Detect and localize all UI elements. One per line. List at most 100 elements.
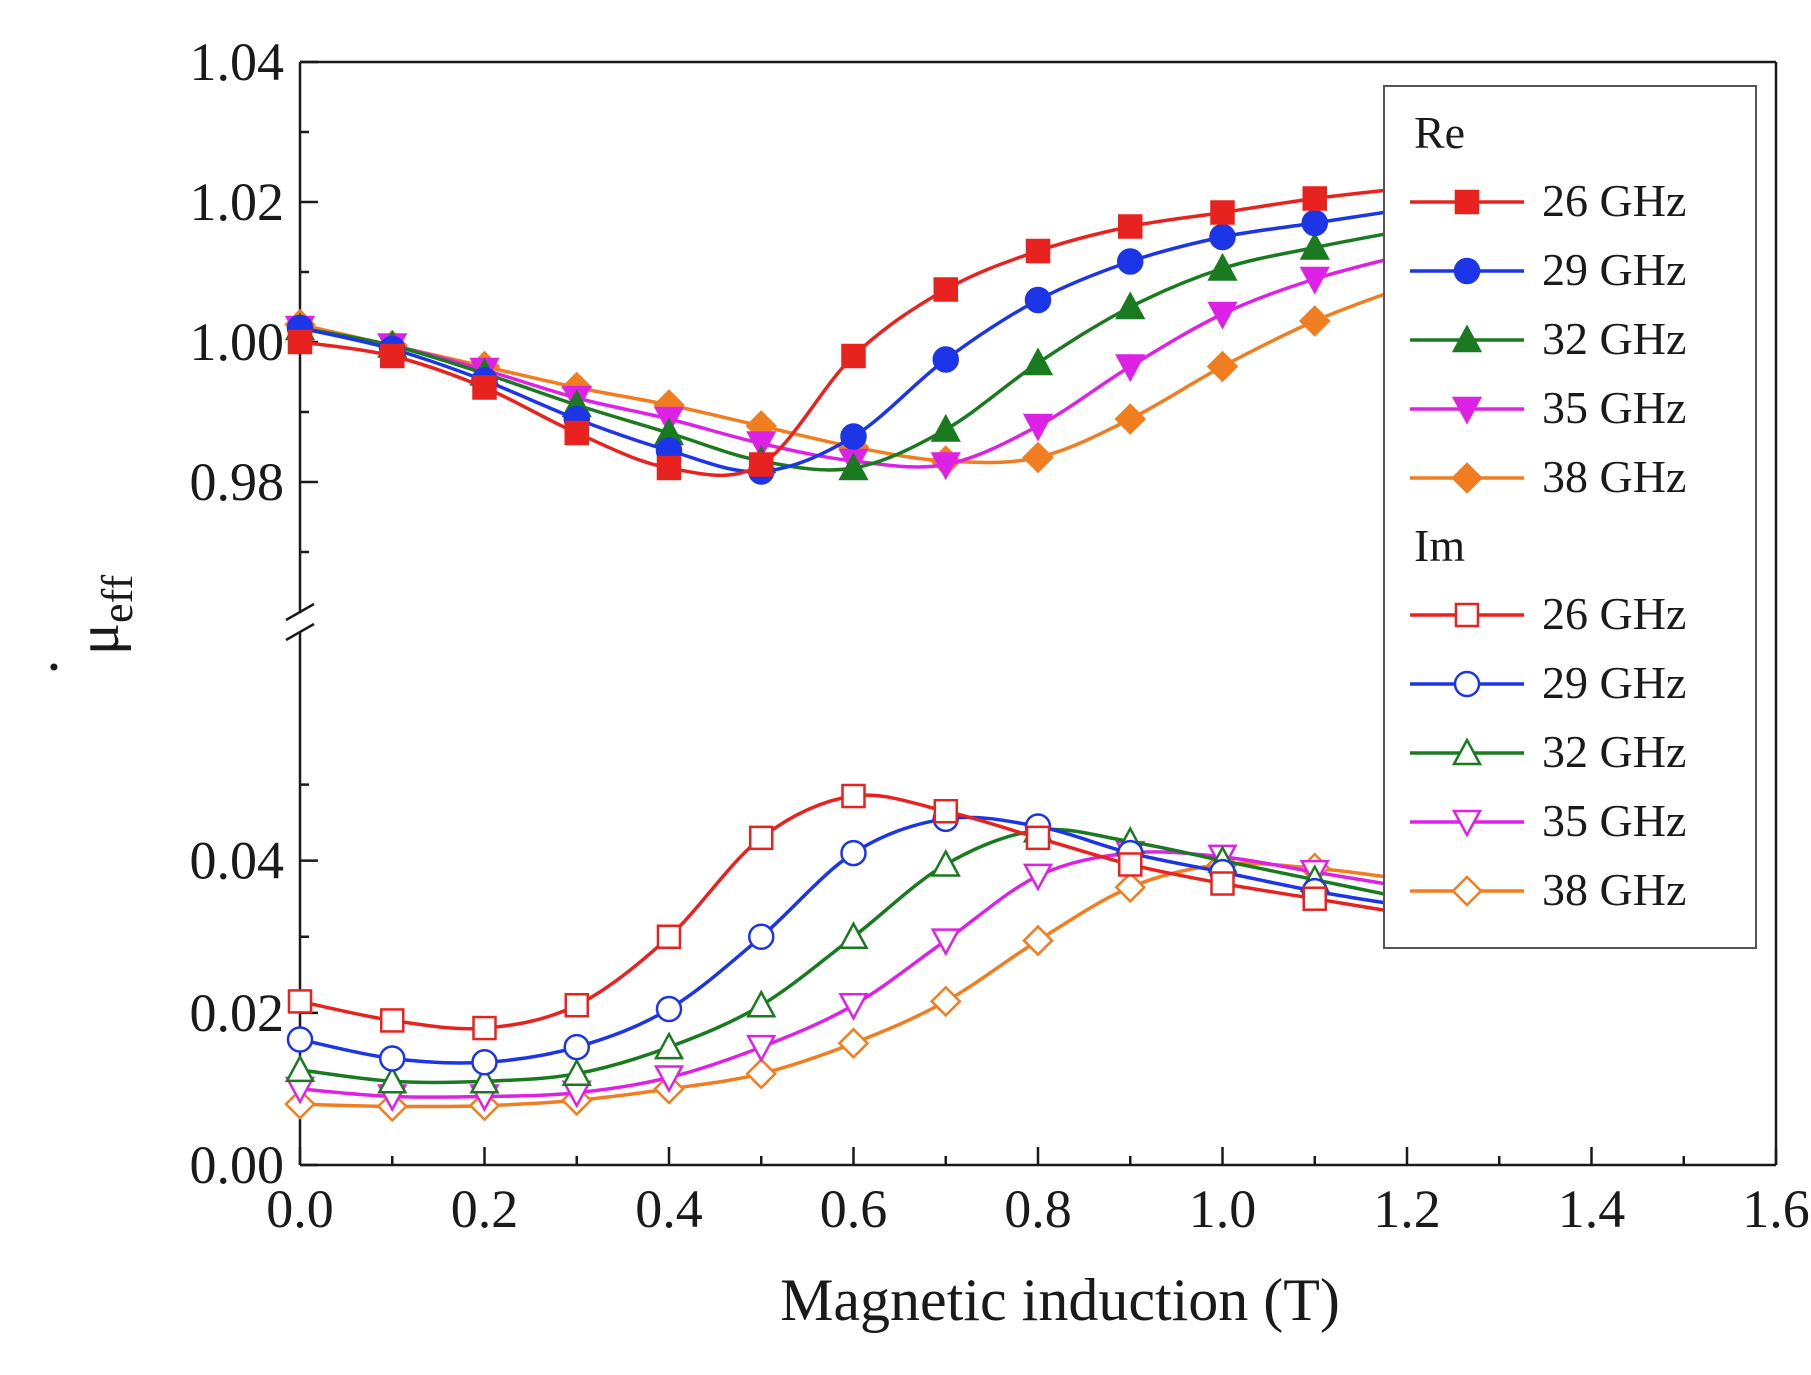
data-point-im-29ghz — [286, 1026, 314, 1053]
data-point-im-32ghz — [838, 921, 869, 950]
data-point-im-35ghz — [1022, 863, 1054, 892]
data-point-re-32ghz — [1022, 347, 1054, 376]
y-tick-label: 0.00 — [190, 1135, 285, 1195]
legend-marker — [1451, 462, 1483, 494]
x-tick-label: 0.6 — [820, 1179, 888, 1239]
x-axis-title: Magnetic induction (T) — [780, 1267, 1340, 1333]
axis-break-mark — [285, 602, 315, 622]
data-point-im-35ghz — [838, 992, 869, 1021]
data-point-im-29ghz — [748, 923, 775, 951]
legend-marker — [1451, 737, 1483, 766]
data-point-re-38ghz — [1206, 350, 1239, 383]
data-point-re-32ghz — [930, 413, 961, 442]
data-point-im-26ghz — [1118, 852, 1143, 877]
legend-entry-label: 38 GHz — [1542, 451, 1686, 502]
x-tick-label: 1.0 — [1189, 1179, 1257, 1239]
data-point-re-29ghz — [1301, 209, 1328, 237]
data-point-im-35ghz — [930, 928, 961, 957]
data-point-im-26ghz — [564, 992, 589, 1018]
data-point-re-32ghz — [1207, 252, 1238, 281]
y-axis-title-group: μeff· — [21, 575, 142, 677]
data-point-im-38ghz — [745, 1057, 778, 1090]
data-point-im-32ghz — [469, 1065, 500, 1094]
legend-marker — [1454, 602, 1480, 628]
data-point-re-26ghz — [841, 343, 866, 369]
data-point-im-38ghz — [837, 1027, 870, 1060]
data-point-re-35ghz — [1115, 354, 1146, 383]
y-axis-title-dot: · — [21, 657, 87, 677]
legend-entry-label: 35 GHz — [1542, 795, 1686, 846]
plot-area: 0.0 0.2 0.4 0.6 0.8 1.0 1.2 1.4 1.6 0.98 1.00 1.02 1… — [190, 32, 1810, 1239]
data-point-re-35ghz — [746, 431, 777, 460]
legend-entry-label: 38 GHz — [1542, 864, 1686, 915]
data-point-im-32ghz — [746, 989, 777, 1018]
data-point-im-26ghz — [1025, 825, 1051, 851]
y-tick-label: 1.00 — [190, 312, 285, 372]
legend-marker — [1453, 257, 1481, 285]
x-tick-label: 0.2 — [451, 1179, 519, 1239]
data-point-im-26ghz — [1210, 871, 1235, 896]
legend-entry-label: 26 GHz — [1542, 175, 1686, 226]
data-point-re-26ghz — [749, 452, 774, 477]
data-point-im-32ghz — [930, 848, 961, 877]
y-tick-label: 1.02 — [190, 172, 285, 232]
data-point-re-35ghz — [930, 452, 961, 481]
data-point-im-38ghz — [1022, 924, 1054, 957]
data-point-im-29ghz — [379, 1045, 406, 1072]
data-point-re-26ghz — [1118, 214, 1143, 239]
x-tick-label: 1.2 — [1373, 1179, 1441, 1239]
legend-group-label: Im — [1414, 520, 1465, 571]
legend-marker — [1451, 324, 1483, 353]
legend: Re 26 GHz 29 GHz 32 GHz 35 GHz 38 GHz Im 26 GHz… — [1383, 85, 1757, 949]
legend-entry-label: 29 GHz — [1542, 657, 1686, 708]
legend-group-label: Re — [1414, 107, 1465, 158]
data-point-im-32ghz — [377, 1065, 408, 1094]
y-tick-label: 0.98 — [190, 452, 285, 512]
data-point-re-32ghz — [1115, 291, 1146, 320]
y-tick-label: 1.04 — [190, 32, 285, 92]
legend-marker — [1451, 809, 1483, 838]
data-point-re-38ghz — [1022, 441, 1054, 474]
data-point-im-32ghz — [653, 1031, 685, 1060]
data-point-re-26ghz — [933, 277, 958, 302]
data-point-im-29ghz — [563, 1033, 590, 1061]
data-point-im-26ghz — [841, 783, 866, 809]
data-point-re-26ghz — [1025, 238, 1051, 264]
data-point-re-38ghz — [1298, 305, 1331, 337]
data-point-re-29ghz — [1117, 248, 1144, 275]
data-point-re-35ghz — [1207, 301, 1238, 330]
data-point-im-26ghz — [287, 989, 313, 1014]
data-point-im-32ghz — [561, 1058, 592, 1086]
data-point-im-32ghz — [284, 1054, 316, 1083]
data-point-im-26ghz — [749, 825, 774, 851]
x-tick-label: 0.0 — [266, 1179, 334, 1239]
x-tick-label: 0.4 — [635, 1179, 703, 1239]
data-point-re-26ghz — [564, 420, 589, 446]
data-point-re-26ghz — [472, 375, 497, 400]
legend-marker — [1451, 396, 1483, 425]
data-point-re-26ghz — [1210, 200, 1235, 225]
data-point-im-26ghz — [933, 798, 958, 824]
data-point-im-35ghz — [653, 1065, 685, 1094]
data-point-re-29ghz — [1024, 286, 1052, 314]
data-point-re-26ghz — [287, 329, 313, 355]
data-point-im-38ghz — [1114, 871, 1147, 904]
data-point-re-26ghz — [1302, 186, 1327, 211]
data-point-im-26ghz — [1302, 886, 1327, 911]
data-point-im-26ghz — [472, 1015, 497, 1041]
data-point-im-29ghz — [655, 995, 683, 1023]
legend-box — [1383, 85, 1757, 949]
data-point-re-32ghz — [838, 452, 869, 481]
legend-marker — [1454, 189, 1480, 215]
legend-marker — [1453, 670, 1481, 698]
legend-entry-label: 32 GHz — [1542, 726, 1686, 777]
data-point-re-29ghz — [932, 346, 959, 373]
y-axis-title-text: μeff — [65, 575, 142, 656]
data-point-im-35ghz — [746, 1034, 777, 1063]
data-point-re-26ghz — [380, 343, 405, 369]
legend-entry-label: 29 GHz — [1542, 244, 1686, 295]
y-axis-title-main: μ — [65, 623, 131, 655]
x-tick-label: 1.4 — [1558, 1179, 1626, 1239]
x-tick-label: 1.6 — [1742, 1179, 1810, 1239]
